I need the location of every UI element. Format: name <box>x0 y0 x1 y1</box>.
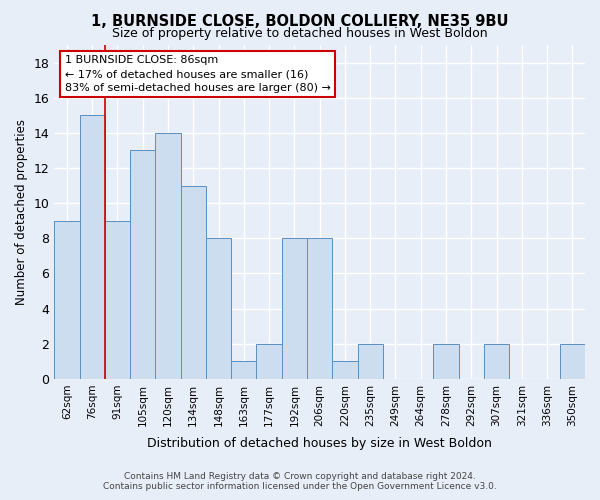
Bar <box>181 186 206 379</box>
Bar <box>155 133 181 379</box>
Text: Size of property relative to detached houses in West Boldon: Size of property relative to detached ho… <box>112 28 488 40</box>
Bar <box>80 116 105 379</box>
Text: 1 BURNSIDE CLOSE: 86sqm
← 17% of detached houses are smaller (16)
83% of semi-de: 1 BURNSIDE CLOSE: 86sqm ← 17% of detache… <box>65 55 331 93</box>
Bar <box>560 344 585 379</box>
Bar <box>433 344 458 379</box>
Bar <box>130 150 155 379</box>
Bar <box>307 238 332 379</box>
Bar <box>282 238 307 379</box>
Y-axis label: Number of detached properties: Number of detached properties <box>15 119 28 305</box>
Bar <box>484 344 509 379</box>
Bar <box>358 344 383 379</box>
Bar <box>332 362 358 379</box>
Bar <box>54 220 80 379</box>
Text: Contains HM Land Registry data © Crown copyright and database right 2024.
Contai: Contains HM Land Registry data © Crown c… <box>103 472 497 491</box>
Bar <box>105 220 130 379</box>
Bar <box>231 362 256 379</box>
Text: 1, BURNSIDE CLOSE, BOLDON COLLIERY, NE35 9BU: 1, BURNSIDE CLOSE, BOLDON COLLIERY, NE35… <box>91 14 509 29</box>
Bar <box>256 344 282 379</box>
Bar <box>206 238 231 379</box>
X-axis label: Distribution of detached houses by size in West Boldon: Distribution of detached houses by size … <box>147 437 492 450</box>
